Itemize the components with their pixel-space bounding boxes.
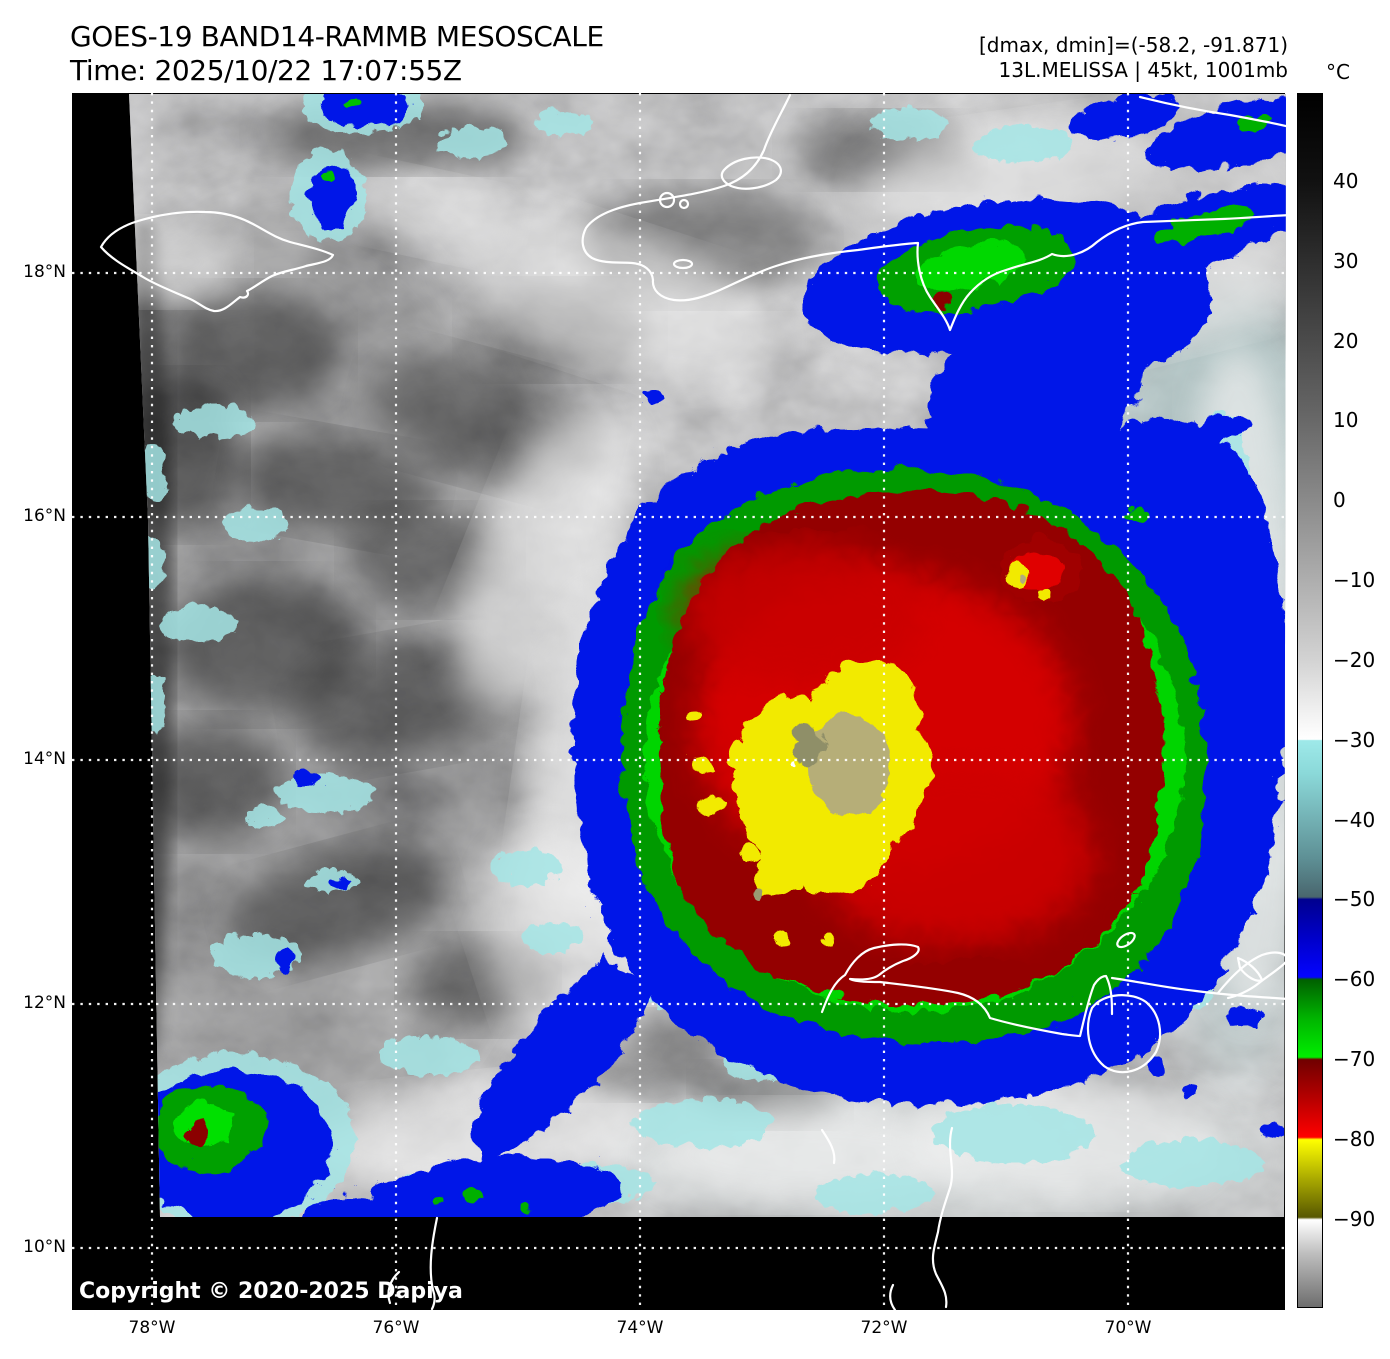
lon-label: 76°W bbox=[372, 1318, 420, 1338]
coastlines-layer bbox=[99, 93, 1292, 1312]
magdalena-river bbox=[931, 1126, 954, 1309]
colorbar-tick: 0 bbox=[1333, 488, 1346, 512]
lat-label: 16°N bbox=[23, 506, 66, 526]
image-info-block: [dmax, dmin]=(-58.2, -91.871) 13L.MELISS… bbox=[700, 33, 1288, 83]
temperature-colorbar bbox=[1297, 93, 1323, 1308]
hispaniola-north-coast bbox=[1138, 95, 1292, 129]
colorbar-tick: −60 bbox=[1333, 967, 1376, 991]
lon-label: 72°W bbox=[860, 1318, 908, 1338]
colorbar-tick: −50 bbox=[1333, 887, 1376, 911]
lon-label: 70°W bbox=[1104, 1318, 1152, 1338]
satellite-data-layer bbox=[129, 94, 1286, 1217]
colorbar-tick: −10 bbox=[1333, 568, 1376, 592]
paraguana-outline bbox=[1216, 951, 1290, 1000]
lat-label: 10°N bbox=[23, 1237, 66, 1257]
lon-label: 78°W bbox=[128, 1318, 176, 1338]
colorbar-tick: −20 bbox=[1333, 648, 1376, 672]
gonave-island bbox=[720, 156, 782, 190]
colombia-coast-bit bbox=[820, 1128, 836, 1165]
colorbar-tick: −40 bbox=[1333, 808, 1376, 832]
colorbar-tick: −80 bbox=[1333, 1127, 1376, 1151]
colorbar-tick: 20 bbox=[1333, 329, 1359, 353]
storm-status-line: 13L.MELISSA | 45kt, 1001mb bbox=[998, 58, 1288, 82]
jamaica-coastline bbox=[99, 210, 335, 313]
storm-yellow-core bbox=[679, 558, 1047, 943]
lon-label: 74°W bbox=[616, 1318, 664, 1338]
islet bbox=[658, 191, 676, 209]
colorbar-tick: 40 bbox=[1333, 169, 1359, 193]
page-title: GOES-19 BAND14-RAMMB MESOSCALE bbox=[70, 20, 604, 53]
ile-a-vache bbox=[672, 258, 694, 270]
islet bbox=[678, 198, 690, 210]
timestamp: Time: 2025/10/22 17:07:55Z bbox=[70, 54, 462, 87]
river-squiggle bbox=[387, 1270, 401, 1305]
copyright-notice: Copyright © 2020-2025 Dapiya bbox=[79, 1279, 463, 1304]
colorbar-unit-label: °C bbox=[1326, 60, 1350, 84]
graticule-layer bbox=[72, 93, 1285, 1310]
colorbar-tick: 10 bbox=[1333, 408, 1359, 432]
lat-label: 18°N bbox=[23, 262, 66, 282]
aruba-island bbox=[1116, 931, 1136, 949]
south-america-coastline bbox=[820, 943, 1114, 1038]
venezuela-coast bbox=[1110, 976, 1292, 1001]
maracaibo-lake bbox=[1086, 994, 1162, 1074]
lat-label: 12°N bbox=[23, 993, 66, 1013]
data-range-line: [dmax, dmin]=(-58.2, -91.871) bbox=[978, 33, 1288, 57]
lat-label: 14°N bbox=[23, 749, 66, 769]
haiti-coastline bbox=[581, 93, 1292, 332]
colorbar-tick: −70 bbox=[1333, 1047, 1376, 1071]
coast-squiggle-south bbox=[889, 1283, 897, 1312]
river-line-west bbox=[429, 1216, 439, 1311]
colorbar-tick: 30 bbox=[1333, 249, 1359, 273]
colorbar-tick: −30 bbox=[1333, 728, 1376, 752]
colorbar-tick: −90 bbox=[1333, 1207, 1376, 1231]
